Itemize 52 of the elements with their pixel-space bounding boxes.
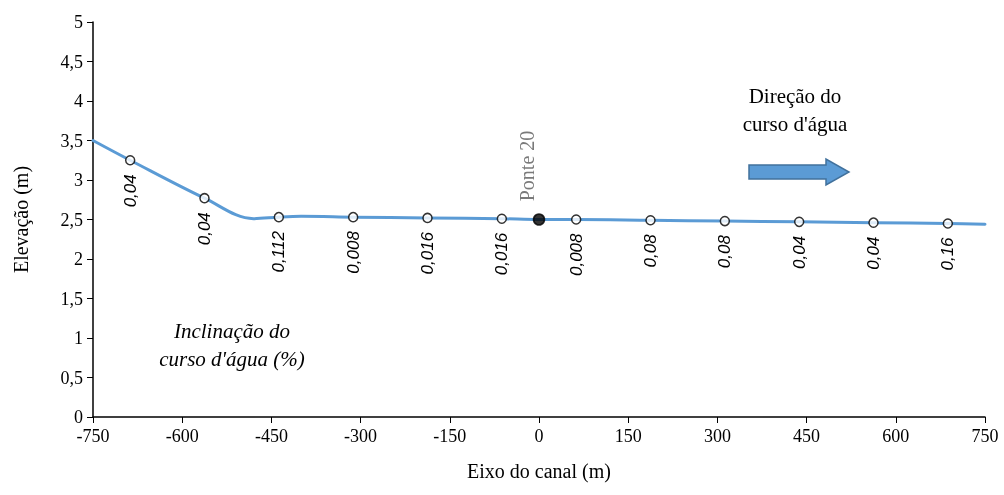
x-tick-label: -750 xyxy=(76,426,110,446)
y-tick-label: 0 xyxy=(74,407,83,427)
y-tick-label: 2 xyxy=(74,249,83,269)
x-tick-label: 600 xyxy=(882,426,910,446)
y-tick-label: 4,5 xyxy=(60,51,83,72)
x-tick-label: -300 xyxy=(344,426,378,446)
annotation: Inclinação do curso d'água (%) xyxy=(159,319,305,371)
annotation: 0,16 xyxy=(938,236,958,271)
point xyxy=(347,211,359,223)
y-tick-label: 0,5 xyxy=(60,367,83,388)
point xyxy=(199,192,210,204)
point xyxy=(532,213,546,226)
y-tick-label: 1,5 xyxy=(60,288,83,309)
x-tick-label: 300 xyxy=(703,426,731,446)
point xyxy=(868,217,879,228)
annotation: 0,04 xyxy=(120,174,140,208)
y-tick-label: 2,5 xyxy=(60,209,83,230)
point xyxy=(273,211,285,223)
text: Ponte 20 xyxy=(515,130,538,202)
y-axis-title: Elevação (m) xyxy=(10,165,33,274)
annotation: 0,008 xyxy=(343,230,363,274)
y-tick-label: 4 xyxy=(74,91,83,111)
x-tick-label: 450 xyxy=(793,426,821,446)
x-tick-label: 150 xyxy=(614,426,642,446)
annotation: 0,016 xyxy=(492,232,512,276)
annotation: 0,112 xyxy=(269,230,289,273)
point xyxy=(496,213,508,224)
y-tick-label: 3,5 xyxy=(60,130,83,151)
annotation: Direção do curso d'água xyxy=(742,84,848,136)
y-tick-label: 3 xyxy=(74,170,83,190)
annotation: 0,08 xyxy=(715,234,735,269)
annotation: 0,04 xyxy=(789,235,809,269)
x-tick-label: -150 xyxy=(433,426,467,446)
x-tick-label: 0 xyxy=(534,426,544,446)
annotation: 0,08 xyxy=(641,233,660,268)
point xyxy=(645,215,656,226)
x-tick-label: -600 xyxy=(165,426,199,446)
x-axis-title: Eixo do canal (m) xyxy=(467,460,611,483)
point xyxy=(570,214,582,225)
point xyxy=(124,155,136,166)
x-tick-label: 750 xyxy=(971,426,999,446)
annotation: 0,04 xyxy=(195,212,214,246)
y-tick-label: 1 xyxy=(74,328,83,348)
annotation: 0,016 xyxy=(418,231,437,275)
point xyxy=(942,218,954,229)
y-tick-label: 5 xyxy=(74,12,83,32)
x-tick-label: -450 xyxy=(254,426,288,446)
annotation: 0,008 xyxy=(566,232,586,277)
point xyxy=(422,212,433,224)
point xyxy=(793,216,805,228)
annotation: 0,04 xyxy=(864,236,883,270)
point xyxy=(719,215,731,227)
